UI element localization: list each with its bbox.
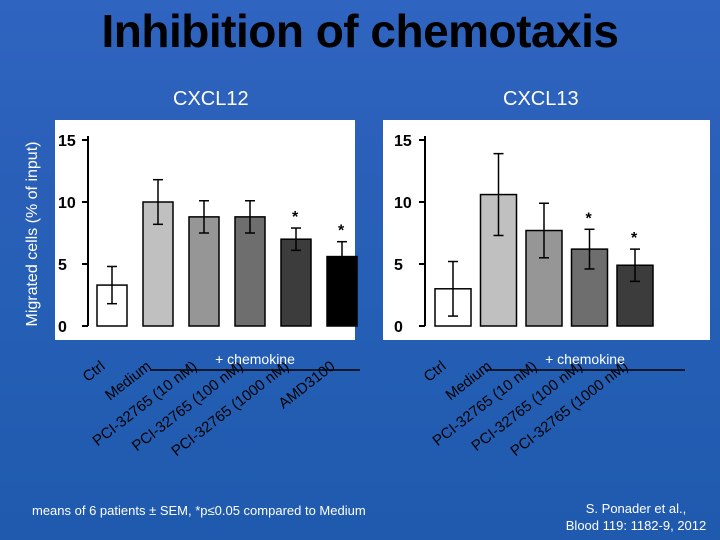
chemokine-group-label: + chemokine — [545, 351, 625, 367]
category-label-0: Ctrl — [80, 358, 109, 386]
citation: S. Ponader et al., Blood 119: 1182-9, 20… — [556, 500, 716, 534]
y-tick-label: 15 — [58, 133, 76, 150]
chart-subtitle-cxcl13: CXCL13 — [503, 88, 579, 110]
y-tick-label: 5 — [394, 257, 403, 274]
y-tick-label: 10 — [394, 195, 412, 212]
bar-1 — [142, 201, 174, 327]
significance-star-3: * — [586, 210, 593, 227]
y-tick-label: 5 — [58, 257, 67, 274]
footnote: means of 6 patients ± SEM, *p≤0.05 compa… — [32, 503, 366, 518]
significance-star-4: * — [292, 209, 299, 226]
citation-authors: S. Ponader et al., — [585, 501, 687, 516]
bar-3 — [234, 216, 266, 327]
bar-4 — [280, 238, 312, 327]
y-tick-label: 0 — [394, 319, 403, 336]
citation-journal: Blood 119: 1182-9, 2012 — [565, 518, 707, 533]
significance-star-4: * — [631, 230, 638, 247]
significance-star-5: * — [338, 223, 345, 240]
chart-subtitle-cxcl12: CXCL12 — [173, 88, 249, 110]
chemokine-group-label: + chemokine — [215, 351, 295, 367]
y-tick-label: 15 — [394, 133, 412, 150]
y-tick-label: 0 — [58, 319, 67, 336]
slide-title: Inhibition of chemotaxis — [101, 5, 619, 57]
y-tick-label: 10 — [58, 195, 76, 212]
category-label-0: Ctrl — [421, 358, 450, 386]
